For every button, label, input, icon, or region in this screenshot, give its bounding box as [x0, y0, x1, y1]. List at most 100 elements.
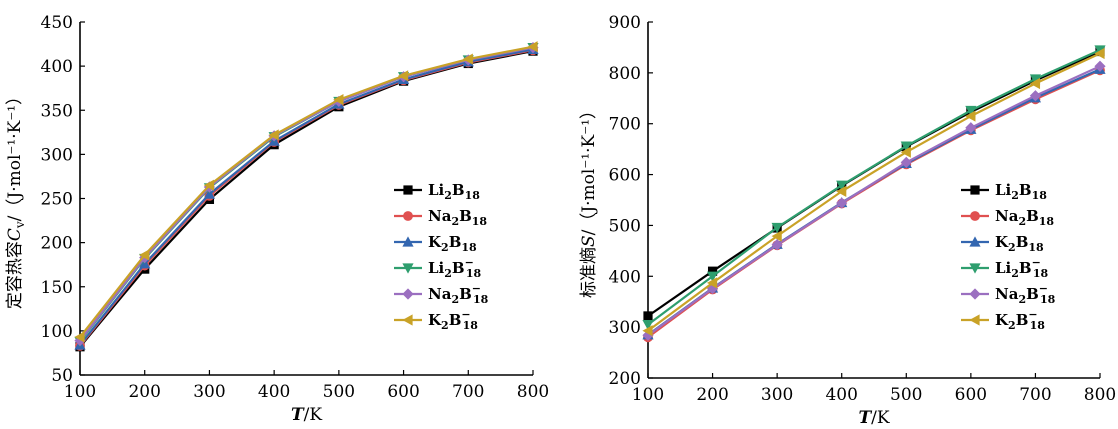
legend-label: K2B− 18: [428, 308, 478, 332]
y-tick-label: 900: [609, 13, 641, 33]
data-point: [965, 110, 976, 122]
x-tick-label: 300: [761, 385, 793, 405]
y-axis-label: 定容热容Cv/（J·mol⁻¹·K⁻¹）: [5, 88, 27, 309]
legend-label-element: B: [449, 233, 462, 251]
legend-label-subscript: 2: [1011, 267, 1019, 280]
data-point: [706, 282, 719, 295]
legend-label-element: B: [452, 259, 465, 277]
legend-label-charge: −: [1039, 282, 1048, 295]
x-tick-label: 400: [258, 382, 290, 402]
legend-label-subscript: 18: [472, 215, 488, 228]
legend-label-subscript: 18: [1032, 189, 1048, 202]
data-point: [836, 185, 847, 197]
entropy-chart: 100 200 300 400 500 600 700 8002003004005006007…: [579, 13, 1116, 428]
series: [74, 41, 538, 343]
legend-marker: [403, 211, 413, 221]
data-point: [771, 230, 782, 242]
y-tick-label: 600: [609, 166, 641, 186]
x-tick-label: 700: [1019, 385, 1051, 405]
legend-label-subscript: 2: [444, 189, 452, 202]
legend-label-subscript: 2: [1008, 319, 1016, 332]
y-axis-label-unit: /（J·mol⁻¹·K⁻¹）: [5, 88, 25, 221]
y-tick-label: 200: [609, 369, 641, 389]
legend-label-element: K: [428, 233, 442, 251]
x-tick-label: 600: [387, 382, 419, 402]
legend-marker: [970, 185, 980, 195]
legend-label-subscript: 2: [1018, 215, 1026, 228]
y-axis-label-symbol: S: [579, 235, 599, 247]
x-tick-label: 600: [955, 385, 987, 405]
y-tick-label: 700: [609, 115, 641, 135]
x-tick-label: 500: [323, 382, 355, 402]
data-point: [1029, 77, 1041, 90]
legend-label: Li2B18: [995, 181, 1047, 202]
data-point: [1094, 47, 1105, 60]
x-axis-label-unit: /K: [304, 405, 323, 425]
data-point: [706, 271, 719, 282]
legend-label-subscript: 18: [473, 293, 489, 306]
legend-label-element: Na: [428, 285, 452, 303]
data-point: [965, 122, 977, 134]
legend-label-element: K: [995, 311, 1009, 329]
data-point: [203, 188, 216, 199]
legend-label: Li2B− 18: [428, 256, 481, 280]
y-tick-label: 450: [41, 13, 73, 33]
legend-label-subscript: 18: [466, 267, 482, 280]
legend-marker: [969, 314, 980, 326]
data-point: [527, 41, 538, 53]
legend-label-element: B: [1016, 311, 1029, 329]
x-axis-label-symbol: T: [291, 405, 305, 425]
legend-label-charge: −: [472, 282, 481, 295]
series-line: [647, 65, 1101, 337]
x-axis-label-unit: /K: [871, 408, 890, 428]
x-tick-label: 100: [632, 385, 664, 405]
legend-label-element: B: [452, 181, 465, 199]
data-point: [900, 141, 912, 152]
legend-label-subscript: 2: [441, 319, 449, 332]
data-point: [642, 325, 653, 337]
legend-label-subscript: 2: [441, 241, 449, 254]
legend-label-charge: −: [1032, 256, 1041, 269]
data-point: [397, 70, 409, 82]
legend-marker: [402, 263, 414, 274]
series-line: [79, 45, 534, 338]
series-line: [79, 48, 534, 346]
x-tick-label: 100: [64, 382, 96, 402]
data-point: [268, 129, 279, 141]
data-point: [836, 197, 848, 209]
y-axis-label-name: 定容热容: [5, 241, 25, 309]
data-point: [642, 320, 654, 331]
legend-label: K2B18: [995, 233, 1044, 254]
x-tick-label: 300: [193, 382, 225, 402]
x-tick-label: 400: [825, 385, 857, 405]
y-tick-label: 300: [609, 318, 641, 338]
legend-label-element: B: [459, 285, 472, 303]
series-line: [647, 52, 1101, 332]
x-tick-label: 800: [1084, 385, 1116, 405]
y-axis-label-symbol: C: [5, 228, 25, 241]
legend-marker: [969, 288, 981, 300]
series: [642, 47, 1105, 337]
legend-label-element: Li: [428, 181, 445, 199]
legend-marker: [970, 211, 980, 221]
legend-label-element: B: [1019, 259, 1032, 277]
legend-label-subscript: 18: [1039, 215, 1055, 228]
legend-label: Na2B− 18: [995, 282, 1056, 306]
x-axis-label-symbol: T: [858, 408, 872, 428]
y-tick-label: 800: [609, 64, 641, 84]
data-point: [707, 266, 718, 276]
legend-label: Na2B18: [995, 207, 1054, 228]
data-point: [1029, 90, 1042, 102]
legend-marker: [969, 236, 981, 247]
legend-label-element: K: [995, 233, 1009, 251]
legend-label-element: Na: [428, 207, 452, 225]
data-point: [74, 334, 86, 347]
data-point: [643, 311, 653, 321]
legend-label-subscript: 2: [1011, 189, 1019, 202]
y-axis-label-name: 标准熵: [579, 247, 599, 298]
data-point: [203, 179, 215, 191]
legend-label-subscript: 18: [1033, 267, 1049, 280]
legend-label: K2B− 18: [995, 308, 1045, 332]
